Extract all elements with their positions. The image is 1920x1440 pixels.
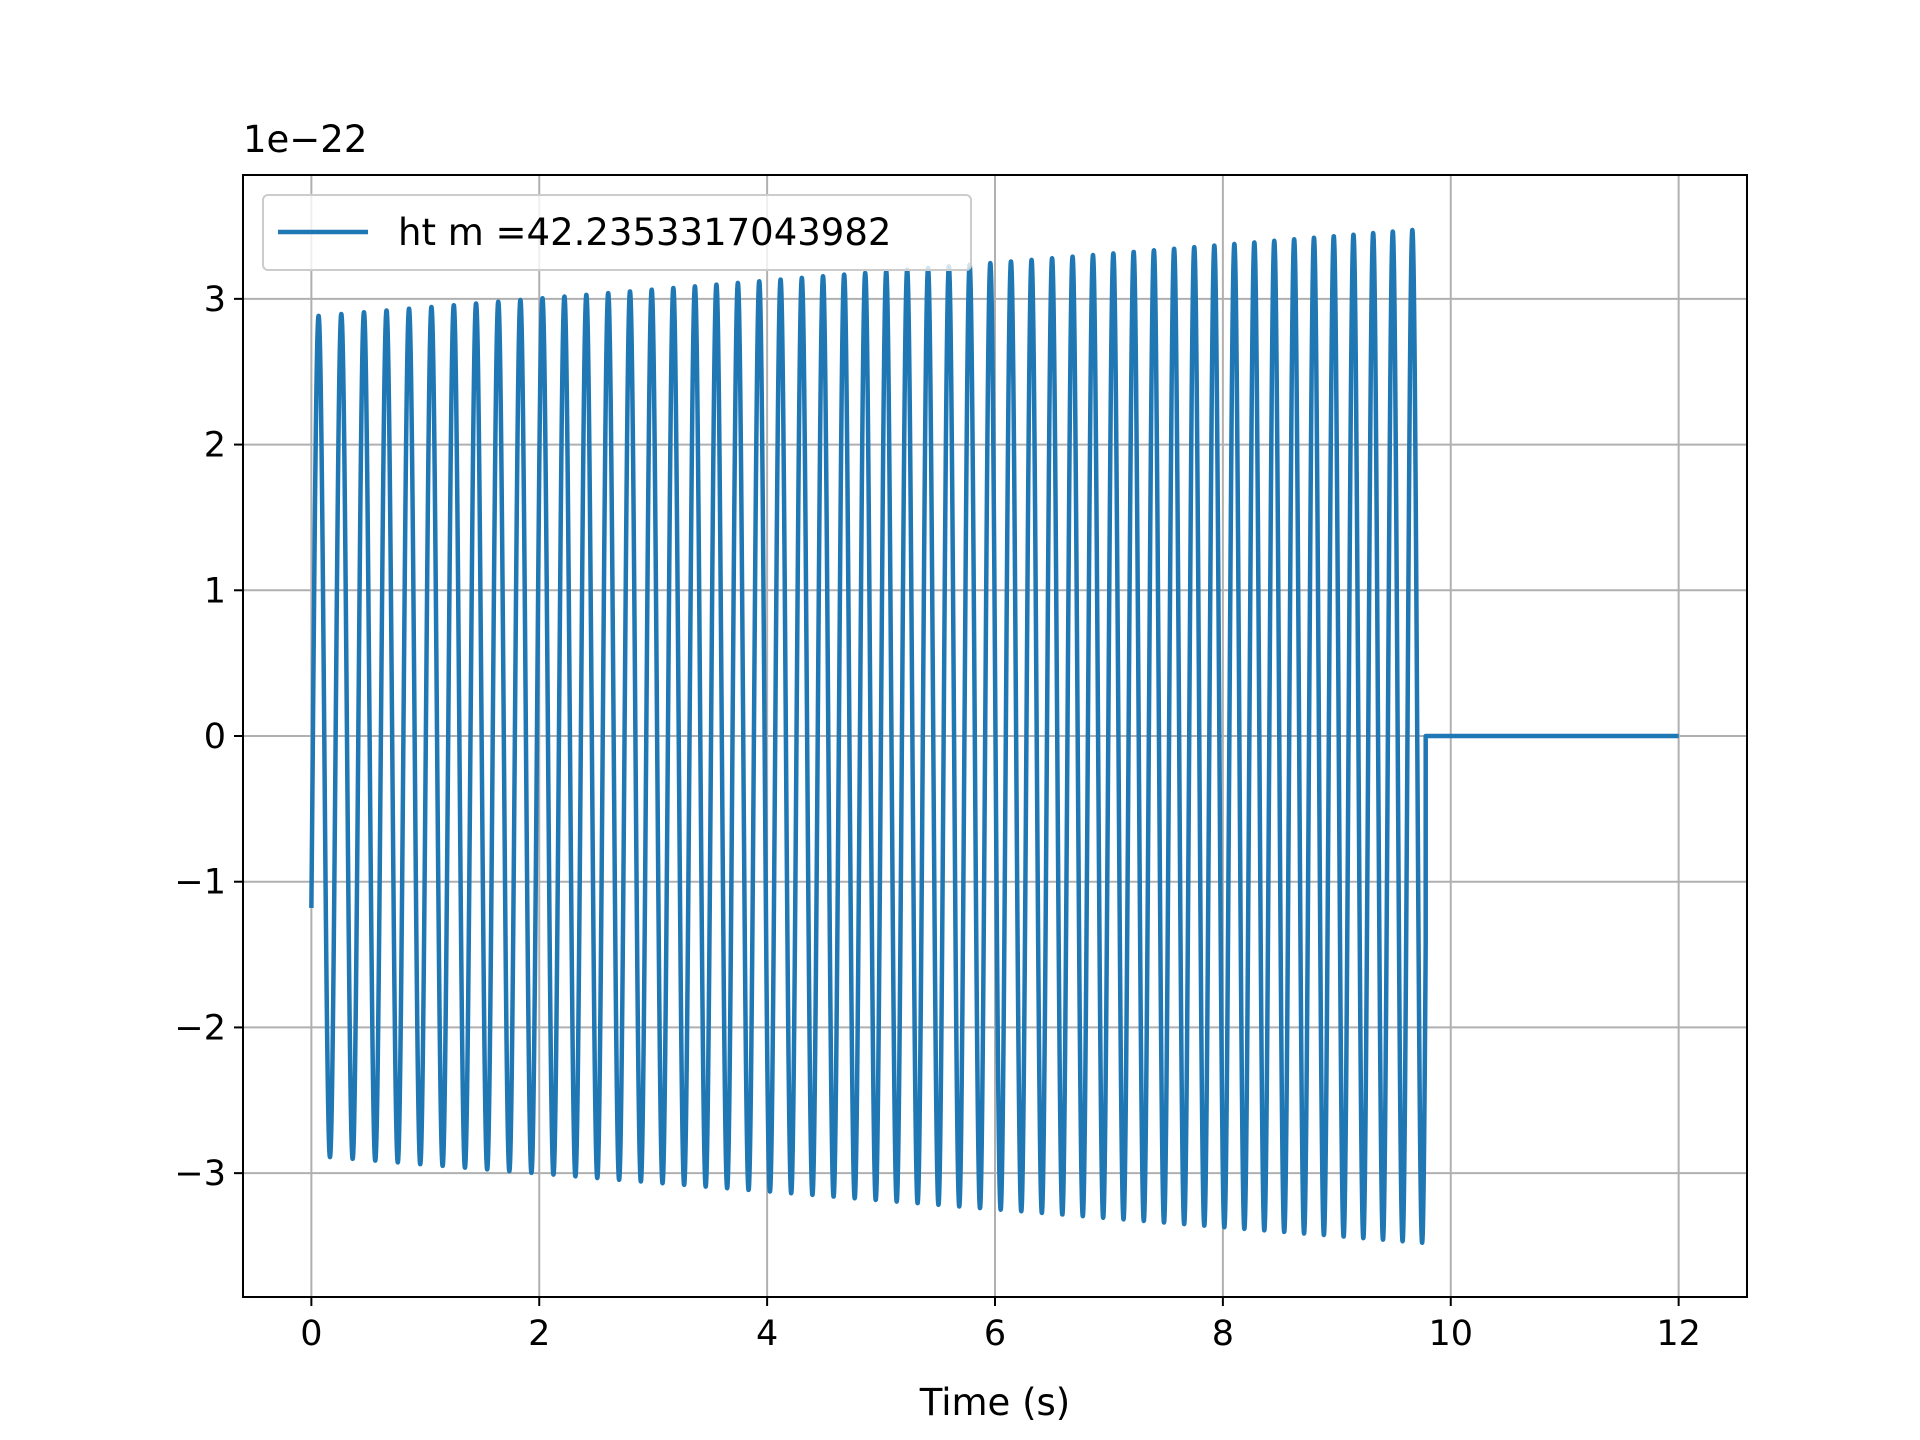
x-tick-label: 8 <box>1212 1314 1234 1354</box>
y-tick-label: −3 <box>174 1154 226 1194</box>
y-tick-label: 1 <box>204 571 226 611</box>
x-tick-label: 0 <box>300 1314 322 1354</box>
y-axis-offset-label: 1e−22 <box>243 118 367 161</box>
y-axis-ticks: −3 −2 −1 0 1 2 3 <box>174 280 243 1194</box>
y-tick-label: −1 <box>174 863 226 903</box>
x-tick-label: 12 <box>1656 1314 1701 1354</box>
x-axis-label: Time (s) <box>919 1381 1070 1424</box>
x-axis-ticks: 0 2 4 6 8 10 12 <box>300 1297 1701 1354</box>
y-tick-label: 2 <box>204 426 226 466</box>
y-tick-label: −2 <box>174 1008 226 1048</box>
legend-label: ht m =42.2353317043982 <box>398 211 891 254</box>
y-tick-label: 0 <box>204 717 226 757</box>
plot-area <box>309 227 1679 1245</box>
x-tick-label: 2 <box>528 1314 550 1354</box>
y-tick-label: 3 <box>204 280 226 320</box>
x-tick-label: 6 <box>984 1314 1006 1354</box>
legend-box <box>262 194 972 271</box>
x-tick-label: 10 <box>1428 1314 1473 1354</box>
series-line <box>309 227 1679 1245</box>
x-tick-label: 4 <box>756 1314 778 1354</box>
legend: ht m =42.2353317043982 <box>262 194 972 271</box>
